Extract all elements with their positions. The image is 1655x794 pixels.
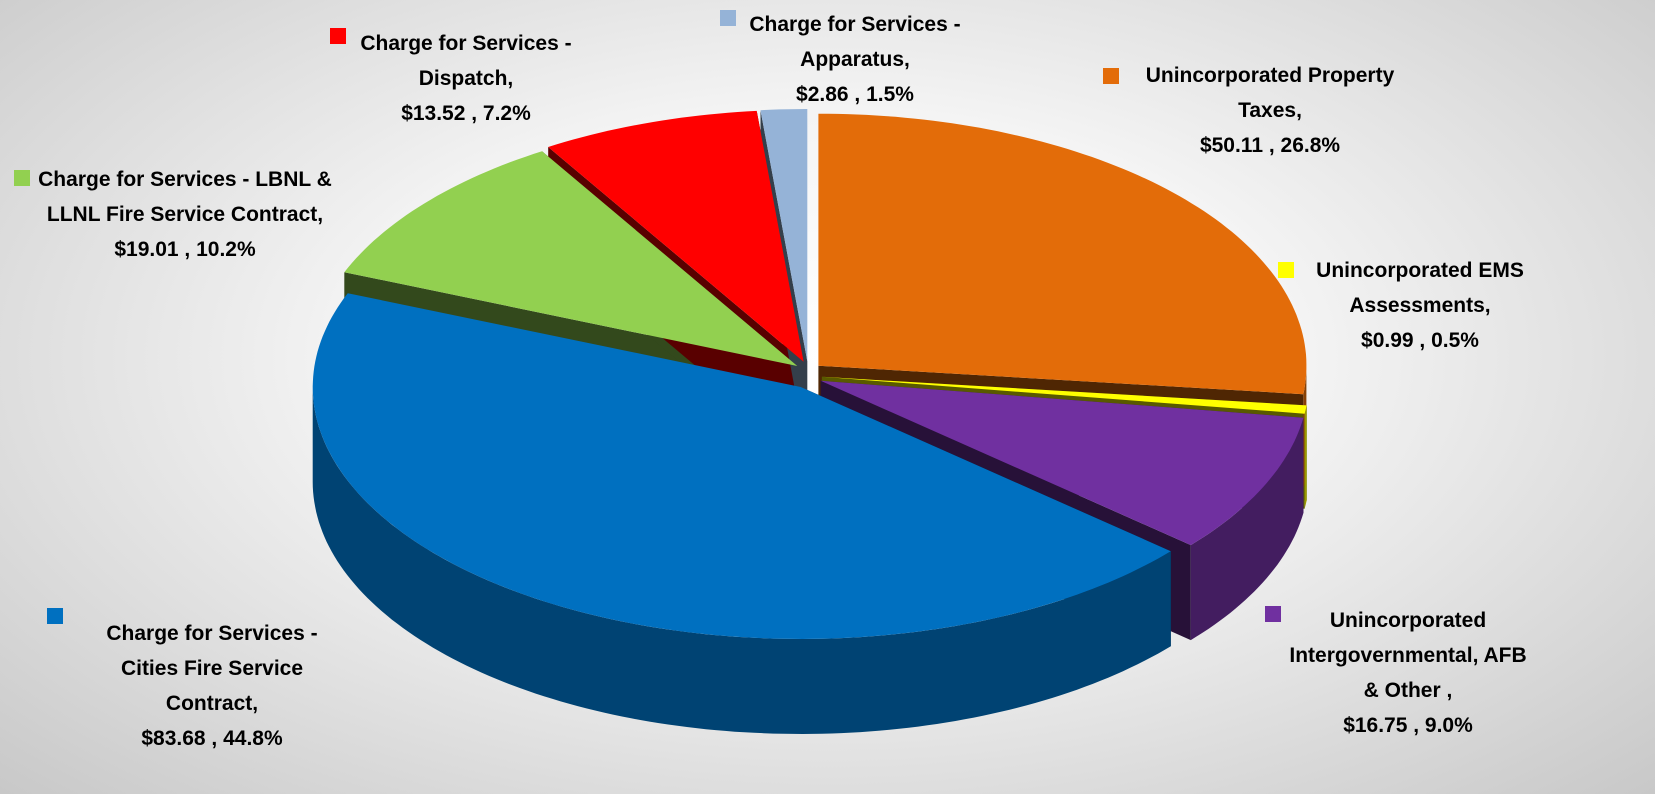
slice-side bbox=[1304, 405, 1307, 509]
label-value: $50.11 , 26.8% bbox=[1199, 134, 1341, 157]
data-label: Unincorporated EMS Assessments, $0.99 , 0… bbox=[1300, 253, 1540, 358]
label-category: Charge for Services - Cities Fire Servic… bbox=[106, 622, 318, 715]
label-value: $0.99 , 0.5% bbox=[1361, 329, 1479, 352]
slice bbox=[818, 113, 1307, 395]
data-label: Unincorporated Intergovernmental, AFB & … bbox=[1288, 603, 1528, 743]
label-category: Charge for Services - LBNL & LLNL Fire S… bbox=[38, 168, 332, 226]
label-category: Charge for Services - Apparatus, bbox=[749, 13, 961, 71]
label-category: Unincorporated Intergovernmental, AFB & … bbox=[1289, 609, 1527, 702]
label-marker bbox=[330, 28, 346, 44]
label-marker bbox=[14, 170, 30, 186]
slice bbox=[760, 109, 808, 361]
label-value: $16.75 , 9.0% bbox=[1343, 714, 1473, 737]
label-category: Unincorporated EMS Assessments, bbox=[1316, 259, 1524, 317]
label-marker bbox=[1278, 262, 1294, 278]
slice bbox=[821, 376, 1307, 414]
label-value: $83.68 , 44.8% bbox=[141, 727, 283, 750]
label-value: $19.01 , 10.2% bbox=[114, 238, 256, 261]
slice bbox=[820, 380, 1304, 546]
data-label: Charge for Services - Dispatch, $13.52 , … bbox=[334, 26, 599, 131]
label-category: Unincorporated Property Taxes, bbox=[1145, 64, 1395, 122]
slice bbox=[344, 151, 798, 366]
data-label: Charge for Services - Apparatus, $2.86 , … bbox=[723, 7, 988, 112]
slice-side bbox=[1190, 417, 1304, 641]
data-label: Charge for Services - Cities Fire Servic… bbox=[80, 616, 345, 756]
data-label: Unincorporated Property Taxes, $50.11 , 2… bbox=[1120, 58, 1420, 163]
label-value: $13.52 , 7.2% bbox=[401, 102, 531, 125]
slice bbox=[548, 110, 804, 362]
label-category: Charge for Services - Dispatch, bbox=[360, 32, 572, 90]
label-marker bbox=[47, 608, 63, 624]
data-label: Charge for Services - LBNL & LLNL Fire S… bbox=[35, 162, 335, 267]
label-marker bbox=[1265, 606, 1281, 622]
slice bbox=[312, 293, 1171, 639]
label-value: $2.86 , 1.5% bbox=[796, 83, 914, 106]
slice-side bbox=[312, 387, 1171, 734]
label-marker bbox=[1103, 68, 1119, 84]
label-marker bbox=[720, 10, 736, 26]
